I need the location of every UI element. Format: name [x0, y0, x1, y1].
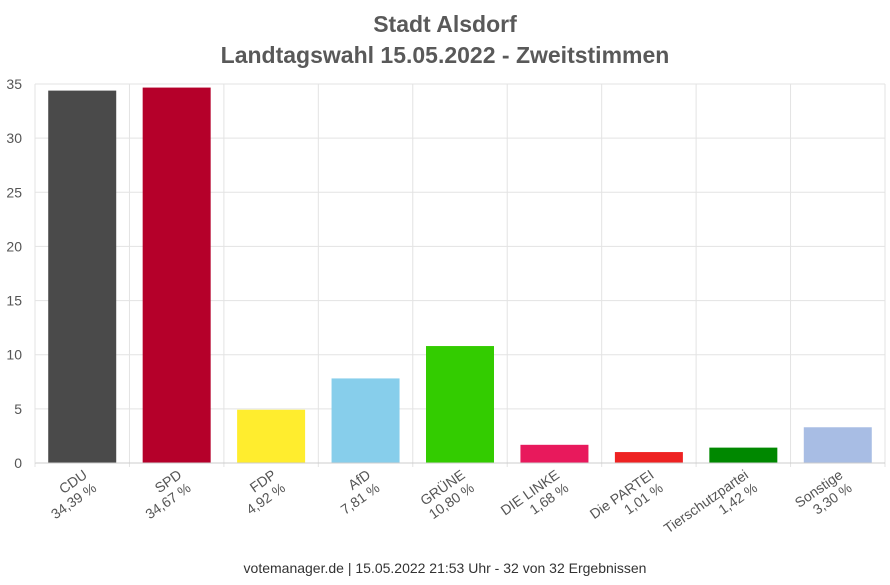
bar-cdu — [48, 90, 117, 463]
bar-die-linke — [520, 444, 589, 463]
y-tick-label: 0 — [14, 455, 22, 471]
x-tick-label: Tierschutzpartei1,42 % — [661, 466, 761, 549]
y-tick-label: 30 — [6, 130, 22, 146]
x-tick-label: DIE LINKE1,68 % — [498, 466, 572, 531]
bar-spd — [142, 87, 211, 463]
x-tick-label: GRÜNE10,80 % — [416, 466, 477, 522]
y-tick-label: 25 — [6, 184, 22, 200]
chart-subtitle: Landtagswahl 15.05.2022 - Zweitstimmen — [220, 42, 670, 68]
footer-source: votemanager.de | 15.05.2022 21:53 Uhr - … — [243, 560, 647, 576]
bar-gr-ne — [426, 346, 494, 463]
x-tick-label: FDP4,92 % — [234, 466, 288, 517]
bar-sonstige — [803, 427, 872, 463]
x-tick-label: Sonstige3,30 % — [792, 466, 855, 524]
y-tick-label: 10 — [6, 347, 22, 363]
bar-die-partei — [614, 452, 683, 463]
x-tick-label: AfD7,81 % — [328, 466, 382, 517]
chart-title: Stadt Alsdorf — [373, 11, 517, 37]
x-tick-label: SPD34,67 % — [133, 466, 193, 522]
x-tick-label: CDU34,39 % — [39, 466, 99, 522]
bar-tierschutzpartei — [709, 447, 778, 463]
bar-afd — [331, 378, 400, 463]
x-tick-label: Die PARTEI1,01 % — [587, 466, 666, 535]
bar-fdp — [237, 409, 306, 463]
y-tick-label: 35 — [6, 76, 22, 92]
y-tick-label: 5 — [14, 401, 22, 417]
y-tick-label: 20 — [6, 238, 22, 254]
y-tick-label: 15 — [6, 293, 22, 309]
